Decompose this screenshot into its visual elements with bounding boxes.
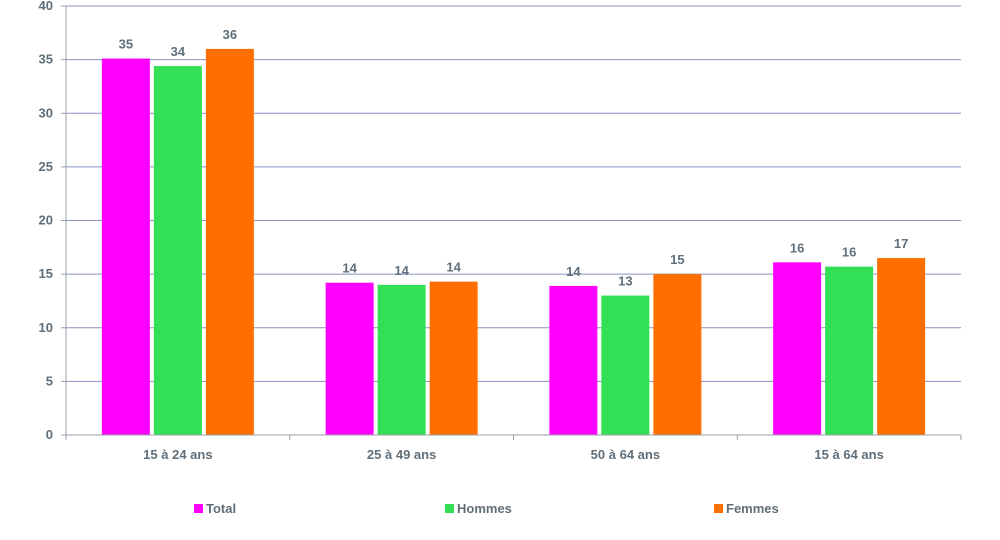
y-tick-label: 35 (39, 52, 53, 67)
bar (601, 295, 650, 435)
x-tick-label: 50 à 64 ans (591, 447, 660, 462)
legend-swatch (714, 504, 723, 513)
bar (653, 274, 702, 435)
data-label: 36 (223, 27, 237, 42)
bar (549, 285, 598, 435)
y-tick-label: 25 (39, 159, 53, 174)
data-label: 17 (894, 236, 908, 251)
data-label: 14 (342, 261, 357, 276)
data-label: 16 (790, 240, 804, 255)
data-label: 15 (670, 252, 684, 267)
bar (377, 284, 426, 435)
legend-label: Hommes (457, 501, 512, 516)
bar (205, 48, 254, 436)
legend-label: Total (206, 501, 236, 516)
x-tick-label: 15 à 64 ans (814, 447, 883, 462)
data-label: 35 (119, 37, 133, 52)
bar (877, 258, 926, 435)
y-tick-label: 5 (46, 373, 53, 388)
y-tick-label: 10 (39, 320, 53, 335)
y-tick-label: 20 (39, 213, 53, 228)
x-tick-label: 25 à 49 ans (367, 447, 436, 462)
bar (429, 281, 478, 435)
x-axis: 15 à 24 ans 25 à 49 ans 50 à 64 ans 15 à 64… (65, 434, 962, 462)
legend-swatch (194, 504, 203, 513)
legend-swatch (445, 504, 454, 513)
data-label: 16 (842, 245, 856, 260)
y-tick-label: 0 (46, 427, 53, 442)
data-label: 34 (171, 44, 186, 59)
data-label: 14 (394, 263, 409, 278)
bars: 35 34 36 14 14 14 14 13 15 16 16 17 (101, 27, 926, 436)
bar (153, 66, 202, 435)
bar (773, 262, 822, 435)
legend: Total Hommes Femmes (194, 501, 779, 516)
y-tick-label: 15 (39, 266, 53, 281)
bar (325, 282, 374, 435)
y-tick-label: 30 (39, 105, 53, 120)
y-tick-label: 40 (39, 0, 53, 13)
data-label: 14 (566, 264, 581, 279)
data-label: 14 (446, 260, 461, 275)
legend-label: Femmes (726, 501, 779, 516)
data-label: 13 (618, 274, 632, 289)
bar (825, 266, 874, 435)
y-axis: 0 5 10 15 20 25 30 35 40 (39, 0, 67, 442)
x-tick-label: 15 à 24 ans (143, 447, 212, 462)
bar (101, 58, 150, 436)
